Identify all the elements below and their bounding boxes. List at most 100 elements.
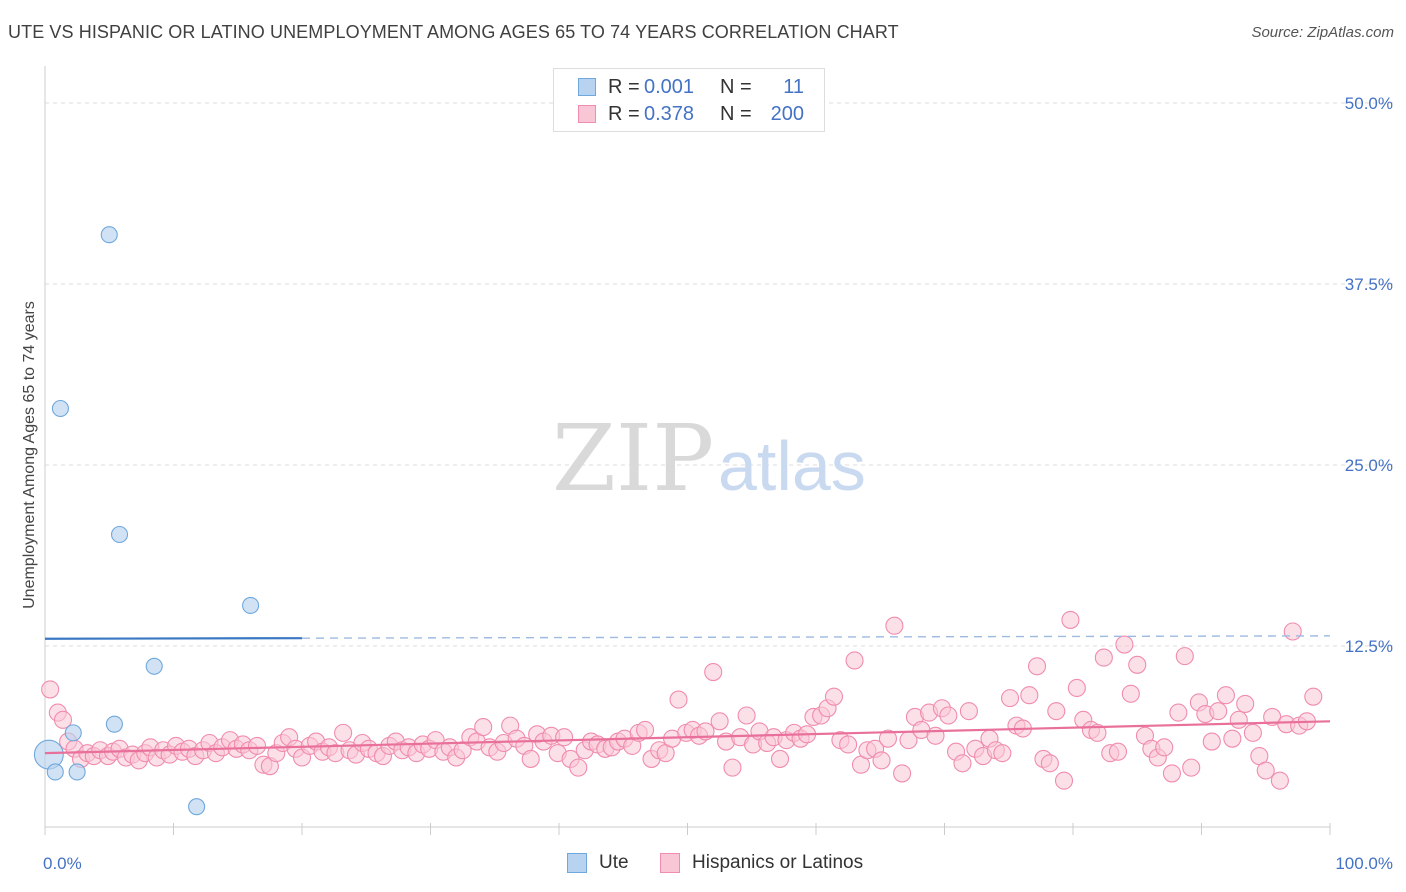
- source-label: Source: ZipAtlas.com: [1251, 24, 1394, 41]
- hisp-point-101: [710, 712, 729, 731]
- hisp-point-103: [723, 758, 742, 777]
- y-tick-label-25: 25.0%: [1345, 456, 1393, 475]
- ute-trend-line-extended: [301, 635, 1331, 639]
- hisp-point-151: [1047, 702, 1066, 721]
- ute-point-5: [110, 525, 129, 544]
- y-tick-label-37.5: 37.5%: [1345, 275, 1393, 294]
- hisp-point-138: [959, 702, 978, 721]
- ute-n-value: 11: [783, 75, 804, 98]
- hisp-point-158: [1094, 648, 1113, 667]
- hisp-point-186: [1283, 622, 1302, 641]
- ute-point-4: [51, 399, 69, 418]
- hisp-point-118: [824, 687, 844, 706]
- hisp-point-135: [939, 706, 958, 725]
- ute-r-label: R =: [608, 75, 640, 98]
- hisp-point-128: [893, 764, 912, 783]
- hisp-point-66: [474, 718, 493, 737]
- hisp-point-163: [1128, 655, 1147, 674]
- watermark-atlas: atlas: [718, 427, 866, 505]
- hisp-point-170: [1175, 647, 1194, 666]
- y-tick-label-12.5: 12.5%: [1345, 637, 1393, 656]
- ute-point-7: [105, 715, 123, 733]
- hisp-point-100: [704, 663, 723, 682]
- hisp-swatch: [578, 105, 596, 123]
- ute-point-9: [188, 798, 206, 816]
- stats-legend: R = 0.001 N = 11 R = 0.378 N = 200: [553, 68, 825, 132]
- hisp-r-value: 0.378: [644, 102, 695, 125]
- tick-labels: 12.5% 25.0% 37.5% 50.0% 0.0% 100.0%: [43, 94, 1393, 873]
- hisp-point-167: [1155, 738, 1174, 757]
- legend-row-hisp: R = 0.378 N = 200: [578, 100, 804, 128]
- hisp-point-189: [1304, 687, 1323, 706]
- hisp-point-161: [1115, 635, 1134, 654]
- hisp-point-179: [1236, 694, 1255, 713]
- hisp-point-121: [845, 651, 864, 670]
- hisp-point-171: [1182, 758, 1201, 777]
- hisp-point-95: [669, 690, 688, 709]
- hisp-point-160: [1108, 742, 1128, 761]
- watermark-zip: ZIP: [552, 405, 714, 512]
- ute-trend-line: [44, 637, 303, 640]
- ute-point-6: [145, 657, 163, 675]
- hisp-point-178: [1229, 710, 1248, 729]
- hisp-n-value: 200: [770, 102, 804, 125]
- ute-points: [33, 226, 260, 816]
- hisp-point-152: [1054, 771, 1074, 790]
- hisp-point-180: [1243, 723, 1262, 742]
- hisp-point-183: [1263, 707, 1282, 726]
- ute-legend-swatch: [567, 853, 587, 873]
- y-tick-label-50: 50.0%: [1345, 94, 1393, 113]
- legend-item-hisp[interactable]: Hispanics or Latinos: [660, 852, 863, 874]
- hisp-point-45: [334, 723, 353, 742]
- hisp-point-127: [885, 616, 904, 635]
- ute-point-2: [64, 724, 82, 742]
- axes: [44, 66, 1331, 835]
- hisp-point-168: [1162, 764, 1181, 783]
- ute-point-1: [46, 763, 64, 781]
- hisp-point-153: [1061, 610, 1080, 629]
- hisp-legend-swatch: [660, 853, 680, 873]
- hisp-point-176: [1216, 686, 1235, 705]
- legend-item-ute[interactable]: Ute: [567, 852, 629, 874]
- hisp-point-73: [521, 749, 540, 768]
- hisp-point-110: [770, 749, 790, 768]
- hisp-point-150: [1040, 754, 1059, 773]
- hisp-point-2: [53, 710, 73, 729]
- x-tick-label-max: 100.0%: [1335, 854, 1393, 873]
- hisp-point-133: [926, 726, 945, 745]
- trend-lines: [44, 635, 1331, 755]
- ute-point-3: [100, 226, 118, 244]
- hisp-point-174: [1202, 732, 1221, 751]
- ute-point-8: [242, 596, 260, 614]
- hisp-point-147: [1020, 686, 1039, 705]
- hisp-point-162: [1121, 684, 1140, 703]
- ute-point-10: [68, 763, 86, 781]
- hisp-point-137: [953, 754, 972, 773]
- hisp-point-32: [247, 736, 267, 755]
- ute-legend-label: Ute: [599, 852, 629, 873]
- hisp-point-184: [1270, 771, 1289, 790]
- hisp-point-90: [636, 720, 655, 740]
- hisp-point-78: [555, 728, 574, 747]
- x-tick-label-min: 0.0%: [43, 854, 82, 873]
- hisp-point-169: [1169, 703, 1188, 722]
- series-legend: Ute Hispanics or Latinos: [0, 852, 1406, 878]
- hisp-point-182: [1256, 761, 1275, 780]
- hisp-legend-label: Hispanics or Latinos: [692, 852, 864, 873]
- hisp-point-126: [878, 729, 898, 748]
- hisp-point-177: [1223, 729, 1242, 748]
- hisp-point-120: [839, 735, 858, 754]
- hisp-point-105: [737, 706, 756, 725]
- hisp-point-157: [1088, 723, 1107, 742]
- hisp-point-148: [1027, 657, 1047, 676]
- hisp-point-80: [569, 758, 588, 777]
- hisp-point-154: [1067, 678, 1086, 698]
- ute-swatch: [578, 78, 596, 96]
- hisp-point-143: [993, 744, 1012, 763]
- hisp-point-125: [872, 751, 891, 770]
- hisp-trend-line: [44, 720, 1331, 755]
- ute-r-value: 0.001: [644, 75, 695, 98]
- watermark: ZIP atlas: [552, 405, 866, 512]
- chart-title: UTE VS HISPANIC OR LATINO UNEMPLOYMENT A…: [8, 22, 899, 42]
